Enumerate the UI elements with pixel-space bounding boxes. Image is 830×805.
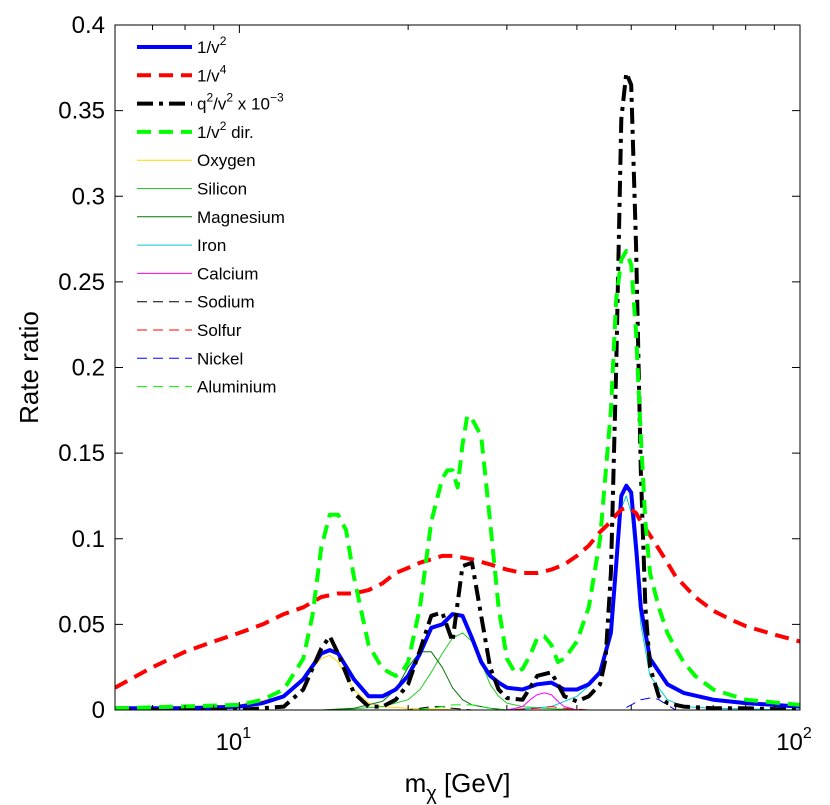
series-line-silicon-5 [115,632,800,710]
series-line-1-v-3 [115,249,800,710]
legend-label-part: Calcium [197,264,258,283]
legend-entry-12: Aluminium [137,378,276,397]
legend-label-part: Solfur [197,321,242,340]
legend-label-part: Sodium [197,293,255,312]
series-line-1-v-1 [115,505,800,690]
y-tick-label: 0.35 [58,98,105,125]
y-tick-label: 0.15 [58,440,105,467]
legend-label: Solfur [197,321,242,340]
x-tick-label: 102 [776,725,812,756]
legend-label-part: 4 [220,62,227,76]
legend-label: Aluminium [197,378,276,397]
legend-entry-4: Oxygen [137,151,256,170]
x-tick-label: 101 [216,725,252,756]
legend-label-part: 2 [220,119,227,133]
legend-label-part: dir. [226,123,253,142]
legend-entry-7: Iron [137,236,226,255]
y-tick-label: 0.3 [72,183,105,210]
legend-entry-1: 1/v4 [137,62,227,85]
y-axis-ticks: 0 0.05 0.1 0.15 0.2 0.25 0.3 0.35 0.4 [58,12,800,724]
series-line-calcium-8 [115,692,800,710]
legend-entry-10: Solfur [137,321,242,340]
legend-label: Sodium [197,293,255,312]
legend-label-part: 2 [220,34,227,48]
legend-label: 1/v2 [197,34,227,57]
legend-label-part: Oxygen [197,151,256,170]
legend-entry-11: Nickel [137,349,243,368]
legend-label-part: Magnesium [197,208,285,227]
legend-label-part: Silicon [197,180,247,199]
legend-label-part: x 10 [233,95,270,114]
legend-label-part: Iron [197,236,226,255]
legend-entry-3: 1/v2 dir. [137,119,254,142]
plot-lines [115,71,800,710]
legend-label: 1/v4 [197,62,227,85]
legend-label: Iron [197,236,226,255]
legend-label-part: −3 [270,91,284,105]
legend-entry-9: Sodium [137,293,255,312]
legend-label: q2/v2 x 10−3 [197,91,284,114]
x-axis-ticks: 101 102 [114,25,812,756]
series-line-nickel-11 [115,697,800,710]
x-tick-base: 10 [776,729,803,756]
legend-label-part: 2 [206,91,213,105]
legend-label: 1/v2 dir. [197,119,254,142]
legend-label-part: 2 [226,91,233,105]
legend-entry-5: Silicon [137,180,247,199]
x-tick-base: 10 [216,729,243,756]
legend-label-part: Nickel [197,349,243,368]
legend-label-part: 1/v [197,38,220,57]
y-tick-label: 0.2 [72,355,105,382]
y-tick-label: 0.25 [58,269,105,296]
legend-label: Oxygen [197,151,256,170]
y-axis-label: Rate ratio [14,311,44,424]
legend-entry-6: Magnesium [137,208,285,227]
legend-label-part: 1/v [197,123,220,142]
legend-label: Calcium [197,264,258,283]
x-tick-exponent: 1 [242,725,251,742]
y-tick-label: 0 [92,697,105,724]
y-tick-label: 0.05 [58,611,105,638]
legend-entry-0: 1/v2 [137,34,227,57]
series-line-iron-7 [115,495,800,710]
legend-label-part: q [197,95,206,114]
x-label-main: m [405,768,427,798]
series-line-solfur-10 [115,706,800,710]
x-axis-label: mχ [GeV] [405,768,511,805]
y-tick-label: 0.4 [72,12,105,39]
x-tick-exponent: 2 [803,725,812,742]
y-tick-label: 0.1 [72,526,105,553]
legend-label-part: Aluminium [197,378,276,397]
series-line-q-2 [115,71,800,710]
legend-label: Silicon [197,180,247,199]
legend-entry-2: q2/v2 x 10−3 [137,91,284,114]
legend-label: Nickel [197,349,243,368]
legend-label-part: 1/v [197,66,220,85]
legend-label: Magnesium [197,208,285,227]
x-label-subscript: χ [426,783,437,805]
legend-entry-8: Calcium [137,264,258,283]
legend-label-part: /v [213,95,227,114]
x-label-unit: [GeV] [437,768,511,798]
